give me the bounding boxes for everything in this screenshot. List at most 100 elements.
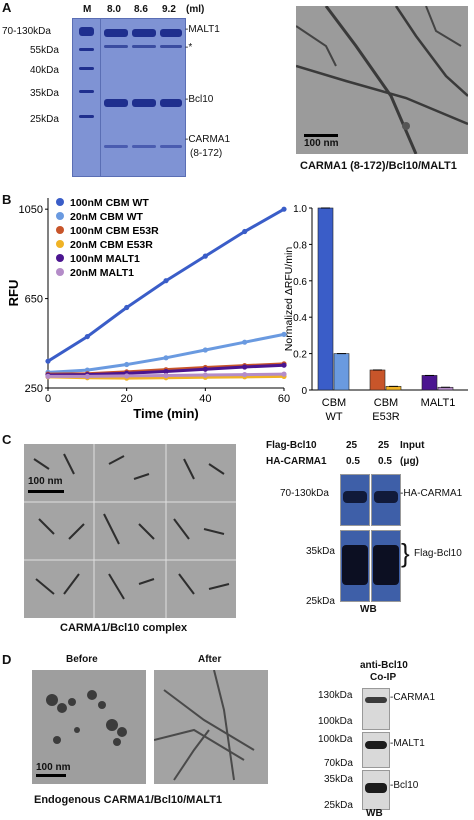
y-tick-label: 1050 bbox=[19, 204, 43, 216]
wb-c-top-lane1 bbox=[340, 474, 370, 526]
wb-c-label-bcl10: Flag-Bcl10 bbox=[414, 548, 462, 559]
em-image-c: 100 nm bbox=[24, 444, 236, 618]
wb-c-top-lane2 bbox=[371, 474, 401, 526]
coomassie-gel bbox=[72, 18, 186, 177]
y-tick-label: 250 bbox=[25, 383, 43, 395]
band-label-carma1: -CARMA1 bbox=[185, 134, 231, 145]
wb-c-label-carma1: -HA-CARMA1 bbox=[400, 488, 463, 499]
x-tick-label: 60 bbox=[278, 393, 290, 405]
y-axis-title: RFU bbox=[6, 280, 21, 307]
x-tick-label: 40 bbox=[199, 393, 211, 405]
ip-title-1: anti-Bcl10 bbox=[360, 660, 408, 671]
wb-c-row2-tail: (μg) bbox=[400, 456, 419, 467]
legend-marker bbox=[56, 212, 64, 220]
wb-d-mw-100a: 100kDa bbox=[318, 716, 353, 727]
mw-70-130: 70-130kDa bbox=[2, 26, 51, 37]
data-point bbox=[124, 361, 130, 368]
panel-letter-b: B bbox=[2, 192, 12, 207]
group-label: CBM bbox=[322, 397, 346, 409]
data-point bbox=[281, 206, 287, 212]
mw-40: 40kDa bbox=[30, 65, 59, 76]
data-point bbox=[163, 368, 169, 375]
em-image-d-after bbox=[154, 670, 268, 784]
x-axis-title: Time (min) bbox=[133, 406, 199, 421]
em-image-a: 100 nm bbox=[296, 6, 468, 154]
data-point bbox=[202, 347, 208, 353]
legend-label: 20nM CBM E53R bbox=[70, 239, 153, 251]
wb-c-row1-v1: 25 bbox=[346, 440, 358, 451]
data-point bbox=[124, 304, 130, 311]
legend-label: 20nM MALT1 bbox=[70, 267, 134, 279]
band-label-malt1: -MALT1 bbox=[185, 24, 220, 35]
wb-c-row2-v2: 0.5 bbox=[378, 456, 392, 467]
panel-letter-c: C bbox=[2, 432, 12, 447]
lane-unit: (ml) bbox=[186, 4, 205, 15]
label-after: After bbox=[198, 654, 222, 665]
label-before: Before bbox=[66, 654, 98, 665]
data-point bbox=[242, 228, 248, 235]
x-tick-label: 20 bbox=[121, 393, 133, 405]
legend-label: 100nM CBM E53R bbox=[70, 225, 159, 237]
caption-a: CARMA1 (8-172)/Bcl10/MALT1 bbox=[300, 160, 457, 172]
data-point bbox=[242, 364, 248, 370]
y-tick-label: 0.4 bbox=[293, 313, 307, 324]
data-point bbox=[202, 366, 208, 372]
data-point bbox=[84, 373, 90, 379]
y-axis-title: Normalized ΔRFU/min bbox=[283, 247, 295, 352]
data-point bbox=[84, 367, 90, 373]
wb-c-mw-25: 25kDa bbox=[306, 596, 335, 607]
bar bbox=[421, 375, 438, 391]
lane-9-2: 9.2 bbox=[162, 4, 176, 15]
mw-55: 55kDa bbox=[30, 45, 59, 56]
legend-label: 20nM CBM WT bbox=[70, 211, 143, 223]
y-tick-label: 650 bbox=[25, 294, 43, 306]
data-point bbox=[163, 278, 169, 284]
legend-marker bbox=[56, 198, 64, 206]
data-point bbox=[84, 333, 90, 340]
data-point bbox=[242, 371, 248, 378]
x-tick-label: 0 bbox=[45, 393, 51, 405]
band-label-star: -* bbox=[185, 42, 193, 53]
legend-marker bbox=[56, 268, 64, 276]
y-tick-label: 0.6 bbox=[293, 277, 307, 288]
wb-d-carma1-strip bbox=[362, 688, 390, 730]
wb-c-caption: WB bbox=[360, 604, 377, 615]
wb-d-mw-25: 25kDa bbox=[324, 800, 353, 811]
data-point bbox=[202, 253, 208, 259]
data-point bbox=[202, 372, 208, 378]
lane-8-6: 8.6 bbox=[134, 4, 148, 15]
mw-35: 35kDa bbox=[30, 88, 59, 99]
wb-d-malt1-strip bbox=[362, 732, 390, 768]
group-label: MALT1 bbox=[421, 397, 456, 409]
wb-c-bottom-lane1 bbox=[340, 530, 370, 602]
group-label-2: WT bbox=[325, 411, 342, 423]
bar bbox=[333, 353, 350, 391]
wb-d-bcl10-strip bbox=[362, 770, 390, 810]
scale-a: 100 nm bbox=[304, 138, 339, 149]
panel-letter-d: D bbox=[2, 652, 12, 667]
caption-d: Endogenous CARMA1/Bcl10/MALT1 bbox=[34, 794, 223, 806]
caption-c: CARMA1/Bcl10 complex bbox=[60, 622, 188, 634]
wb-c-row1-label: Flag-Bcl10 bbox=[266, 440, 317, 451]
legend-label: 100nM MALT1 bbox=[70, 253, 140, 265]
legend-marker bbox=[56, 240, 64, 248]
data-point bbox=[281, 331, 287, 337]
bar bbox=[369, 369, 386, 391]
data-point bbox=[45, 373, 51, 379]
band-label-carma1-range: (8-172) bbox=[190, 148, 223, 159]
y-tick-label: 0.8 bbox=[293, 240, 307, 251]
legend-marker bbox=[56, 254, 64, 262]
lane-8-0: 8.0 bbox=[107, 4, 121, 15]
em-image-d-before bbox=[32, 670, 146, 784]
data-point bbox=[242, 339, 248, 345]
data-point bbox=[45, 358, 51, 364]
wb-c-mw-35: 35kDa bbox=[306, 546, 335, 557]
wb-d-mw-35: 35kDa bbox=[324, 774, 353, 785]
wb-d-mw-70: 70kDa bbox=[324, 758, 353, 769]
y-tick-label: 1.0 bbox=[293, 204, 307, 215]
wb-c-row2-v1: 0.5 bbox=[346, 456, 360, 467]
legend-marker bbox=[56, 226, 64, 234]
data-point bbox=[281, 371, 287, 377]
bar bbox=[385, 386, 402, 391]
wb-d-label-carma1: -CARMA1 bbox=[390, 692, 436, 703]
